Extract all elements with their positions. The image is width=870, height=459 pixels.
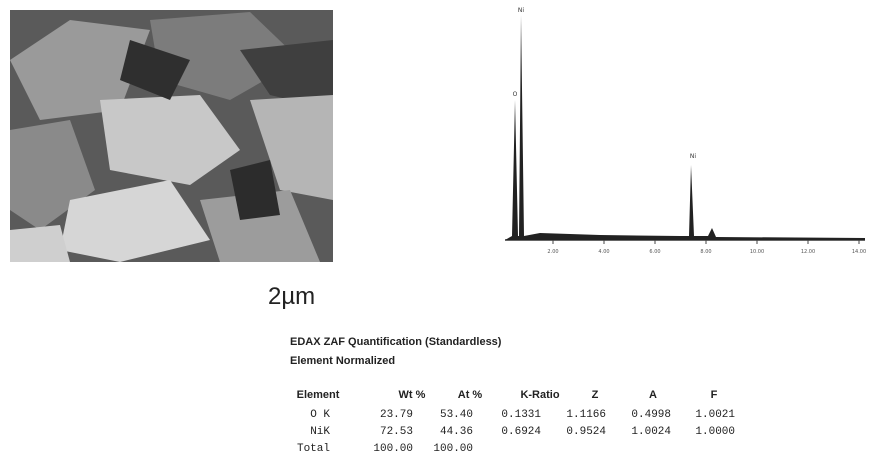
table-cell: 1.0000 — [695, 426, 735, 438]
table-header: Wt % — [398, 389, 426, 401]
table-cell: 44.36 — [439, 426, 473, 438]
table-cell: 1.0024 — [631, 426, 671, 438]
table-cell: 23.79 — [379, 409, 413, 421]
axis-label: 6.00 — [649, 249, 660, 255]
table-header: At % — [457, 389, 483, 401]
table-header: Element — [296, 389, 340, 401]
table-cell: Total — [296, 443, 330, 455]
table-cell: 1.0021 — [695, 409, 735, 421]
table-cell: 100.00 — [373, 443, 413, 455]
table-cell: NiK — [310, 426, 330, 438]
table-cell: 0.9524 — [566, 426, 606, 438]
peak-label: O — [513, 91, 518, 98]
table-cell: O K — [310, 409, 330, 421]
table-cell: 0.1331 — [501, 409, 541, 421]
table-cell: 53.40 — [439, 409, 473, 421]
scale-label: 2µm — [268, 283, 316, 310]
table-title: EDAX ZAF Quantification (Standardless) — [290, 336, 502, 348]
axis-label: 12.00 — [801, 249, 815, 255]
table-subtitle: Element Normalized — [290, 355, 396, 367]
table-cell: 0.6924 — [501, 426, 541, 438]
table-cell: 0.4998 — [631, 409, 671, 421]
axis-label: 2.00 — [547, 249, 558, 255]
peak-label: Ni — [518, 7, 524, 14]
table-cell: 72.53 — [379, 426, 413, 438]
table-cell: 1.1166 — [566, 409, 606, 421]
axis-label: 10.00 — [750, 249, 764, 255]
figure: Ni O Ni 2.00 4.00 6.00 8.00 10.00 12.00 14.00 — [10, 7, 866, 262]
axis-label: 4.00 — [598, 249, 609, 255]
table-header: F — [710, 389, 718, 401]
table-cell: 100.00 — [433, 443, 473, 455]
peak-label: Ni — [690, 153, 696, 160]
axis-label: 14.00 — [852, 249, 866, 255]
axis-label: 8.00 — [700, 249, 711, 255]
table-header: K-Ratio — [520, 389, 560, 401]
table-header: A — [649, 389, 657, 401]
table-header: Z — [591, 389, 599, 401]
eds-spectrum — [505, 15, 865, 241]
sem-image — [10, 10, 333, 262]
